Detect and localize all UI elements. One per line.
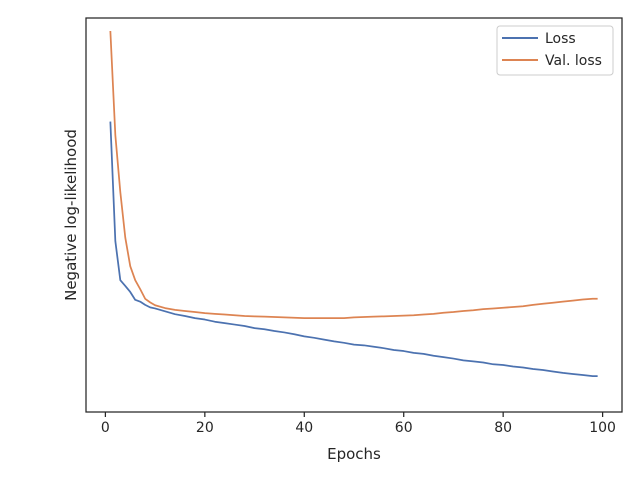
x-tick-label: 0: [101, 420, 110, 436]
series-layer: [109, 30, 598, 377]
legend-label-loss: Loss: [545, 31, 576, 47]
series-line-loss: [109, 121, 598, 377]
x-tick-label: 80: [494, 420, 512, 436]
x-tick-label: 60: [395, 420, 413, 436]
series-line-val-loss: [109, 30, 598, 319]
x-tick-label: 20: [196, 420, 214, 436]
plot-area: [86, 18, 622, 412]
legend: Loss Val. loss: [496, 25, 614, 76]
x-ticks: 0 20 40 60 80 100: [101, 412, 616, 436]
y-axis-label: Negative log-likelihood: [62, 129, 80, 301]
x-tick-label: 100: [589, 420, 616, 436]
x-tick-label: 40: [295, 420, 313, 436]
legend-label-val-loss: Val. loss: [545, 53, 602, 69]
x-axis-label: Epochs: [327, 445, 381, 463]
plot-frame: [85, 17, 623, 413]
